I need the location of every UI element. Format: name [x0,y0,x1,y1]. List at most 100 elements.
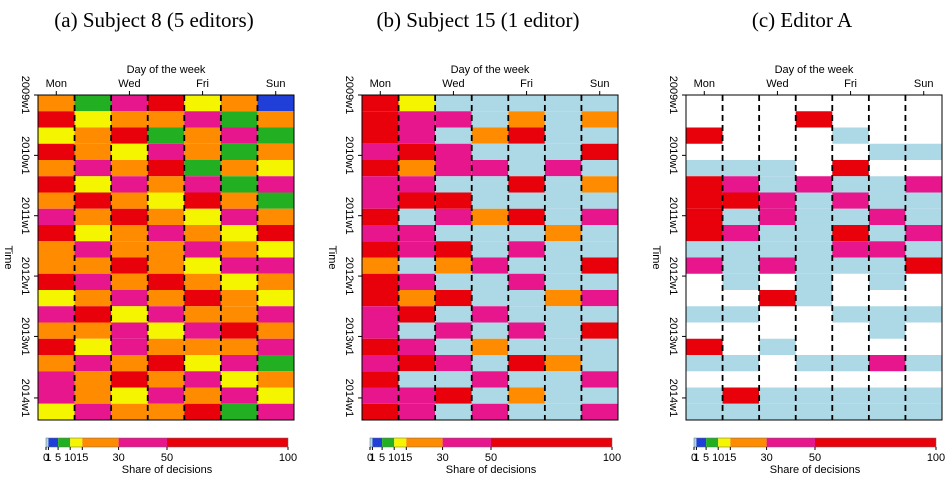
colorbar-tick-label: 50 [161,452,173,464]
colorbar-segment [706,438,719,447]
heat-cell [184,338,221,355]
heat-cell [398,192,436,209]
colorbar-segment [766,438,815,447]
heat-cell [398,338,436,355]
heat-cell [362,225,399,242]
colorbar-label: Share of decisions [770,464,861,476]
heat-cell [398,306,436,323]
heat-cell [832,208,869,225]
heat-cell [147,111,185,128]
heat-cell [398,176,436,193]
heat-cell [508,355,545,372]
heat-cell [184,387,221,404]
heat-cell [38,403,75,420]
heat-cell [544,111,582,128]
colorbar-segment [694,438,697,447]
heat-cell [471,241,509,258]
heat-cell [257,160,294,177]
heat-cell [508,208,545,225]
heat-cell [147,143,185,160]
heat-cell [398,290,436,307]
heat-cell [184,143,221,160]
heat-cell [868,403,906,420]
heat-cell [471,95,509,112]
heat-cell [544,338,582,355]
heat-cell [362,95,399,112]
heat-cell [184,371,221,388]
heat-cell [111,225,148,242]
heat-cell [795,355,833,372]
heat-cell [184,176,221,193]
heat-cell [581,241,618,258]
heat-cell [38,95,75,112]
heat-cell [471,225,509,242]
heat-cell [398,208,436,225]
heat-cell [686,208,723,225]
heat-cell [74,257,112,274]
heat-cell [184,208,221,225]
heat-cell [398,355,436,372]
heat-cell [722,208,760,225]
y-tick-label: 2014w1 [667,379,679,418]
heat-cell [38,387,75,404]
heat-cell [111,338,148,355]
heat-cell [435,111,472,128]
heat-cell [257,306,294,323]
heat-cell [38,160,75,177]
heat-cell [471,176,509,193]
heat-cell [508,387,545,404]
heat-cell [722,192,760,209]
heat-cell [508,273,545,290]
heat-cell [686,241,723,258]
colorbar-tick-label: 5 [55,452,61,464]
heat-cell [435,241,472,258]
colorbar-segment [491,438,612,447]
heat-cell [398,257,436,274]
heat-cell [471,127,509,144]
heat-cell [868,241,906,258]
heat-cell [832,192,869,209]
heat-cell [184,160,221,177]
heat-cell [759,160,796,177]
heat-cell [398,403,436,420]
heat-cell [508,176,545,193]
heat-cell [184,290,221,307]
heat-cell [832,257,869,274]
colorbar-tick-label: 15 [400,452,412,464]
colorbar-tick-label: 10 [64,452,76,464]
heat-cell [508,403,545,420]
heat-cell [74,127,112,144]
heat-cell [508,95,545,112]
heat-cell [759,403,796,420]
heat-cell [508,225,545,242]
colorbar-tick-label: 100 [603,452,621,464]
y-tick-label: 2010w1 [19,136,31,175]
heat-cell [184,127,221,144]
heat-cell [220,143,258,160]
heat-cell [74,241,112,258]
heat-cell [74,338,112,355]
heat-cell [581,387,618,404]
heat-cell [722,225,760,242]
panel-title: (b) Subject 15 (1 editor) [377,8,580,32]
heat-cell [722,387,760,404]
colorbar-tick-label: 10 [712,452,724,464]
x-tick-label: Sun [914,78,934,90]
heat-cell [257,322,294,339]
x-tick-label: Mon [370,78,391,90]
heat-cell [868,322,906,339]
heat-cell [868,306,906,323]
heat-cell [544,192,582,209]
heat-cell [795,225,833,242]
heat-cell [257,273,294,290]
heat-cell [759,257,796,274]
heat-cell [257,111,294,128]
heat-cell [544,306,582,323]
heat-cell [74,387,112,404]
heat-cell [544,322,582,339]
heat-cell [147,355,185,372]
heat-cell [257,355,294,372]
heat-cell [471,338,509,355]
heat-cell [257,257,294,274]
